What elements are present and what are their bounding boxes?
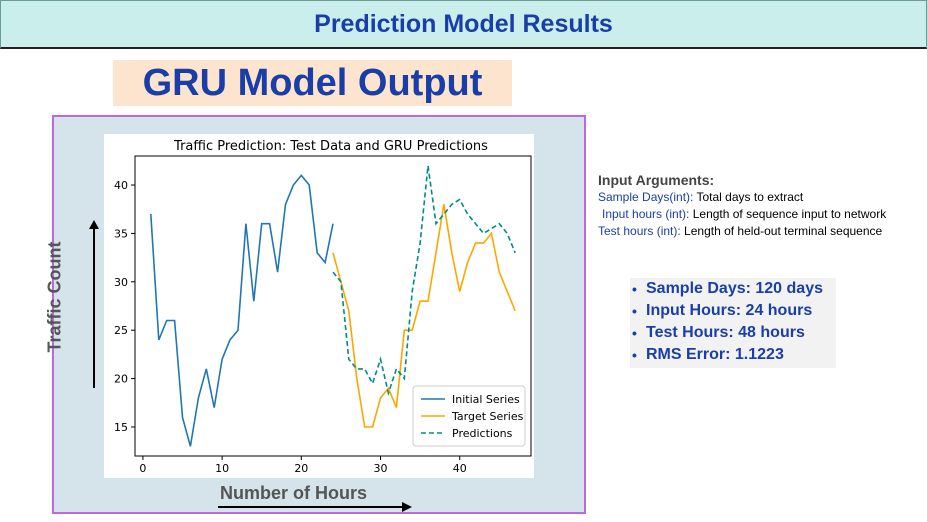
x-tick-label: 30: [374, 462, 388, 475]
chart-title: Traffic Prediction: Test Data and GRU Pr…: [173, 139, 488, 154]
header-banner: Prediction Model Results: [0, 0, 927, 49]
y-tick-label: 20: [114, 373, 128, 386]
series-line-2: [332, 165, 516, 397]
y-tick-label: 40: [114, 179, 128, 192]
legend-entry: Predictions: [452, 427, 513, 440]
y-tick-label: 30: [114, 276, 128, 289]
arg-row-input-hours: Input hours (int): Length of sequence in…: [598, 207, 927, 224]
legend-entry: Initial Series: [452, 393, 520, 406]
x-axis-label: Number of Hours: [220, 483, 368, 503]
arg-label: Sample Days(int):: [598, 190, 694, 204]
arg-desc: Total days to extract: [696, 190, 804, 204]
x-tick-label: 40: [453, 462, 467, 475]
arg-label: Test hours (int):: [598, 224, 681, 238]
result-rms-error: RMS Error: 1.1223: [632, 344, 836, 366]
legend-entry: Target Series: [451, 410, 524, 423]
results-box: Sample Days: 120 days Input Hours: 24 ho…: [630, 278, 836, 368]
y-axis-label: Traffic Count: [44, 241, 65, 353]
arg-row-sample-days: Sample Days(int): Total days to extract: [598, 190, 927, 207]
results-list: Sample Days: 120 days Input Hours: 24 ho…: [630, 278, 836, 366]
result-input-hours: Input Hours: 24 hours: [632, 300, 836, 322]
series-line-0: [150, 174, 334, 447]
input-arguments: Input Arguments: Sample Days(int): Total…: [598, 172, 927, 241]
x-axis-arrow-icon: [218, 502, 412, 512]
y-tick-label: 25: [114, 324, 128, 337]
result-test-hours: Test Hours: 48 hours: [632, 322, 836, 344]
arg-desc: Length of held-out terminal sequence: [684, 224, 883, 238]
page-title: Prediction Model Results: [314, 9, 613, 38]
legend-box: [412, 385, 526, 447]
input-arguments-title: Input Arguments:: [598, 172, 715, 188]
x-tick-label: 0: [139, 462, 146, 475]
arg-desc: Length of sequence input to network: [692, 207, 887, 221]
model-subtitle: GRU Model Output: [142, 61, 483, 104]
y-axis-arrow-icon: [89, 220, 99, 388]
arg-row-test-hours: Test hours (int): Length of held-out ter…: [598, 224, 927, 241]
y-tick-label: 35: [114, 227, 128, 240]
series-line-1: [332, 204, 516, 428]
y-tick-label: 15: [114, 421, 128, 434]
arg-label: Input hours (int):: [602, 207, 690, 221]
x-tick-label: 10: [215, 462, 229, 475]
result-sample-days: Sample Days: 120 days: [632, 278, 836, 300]
subtitle-box: GRU Model Output: [113, 60, 512, 106]
traffic-chart: 0 10 20 30 40 15 20 25 30 35 40 Initial Series Targ…: [114, 139, 532, 475]
x-tick-label: 20: [294, 462, 308, 475]
